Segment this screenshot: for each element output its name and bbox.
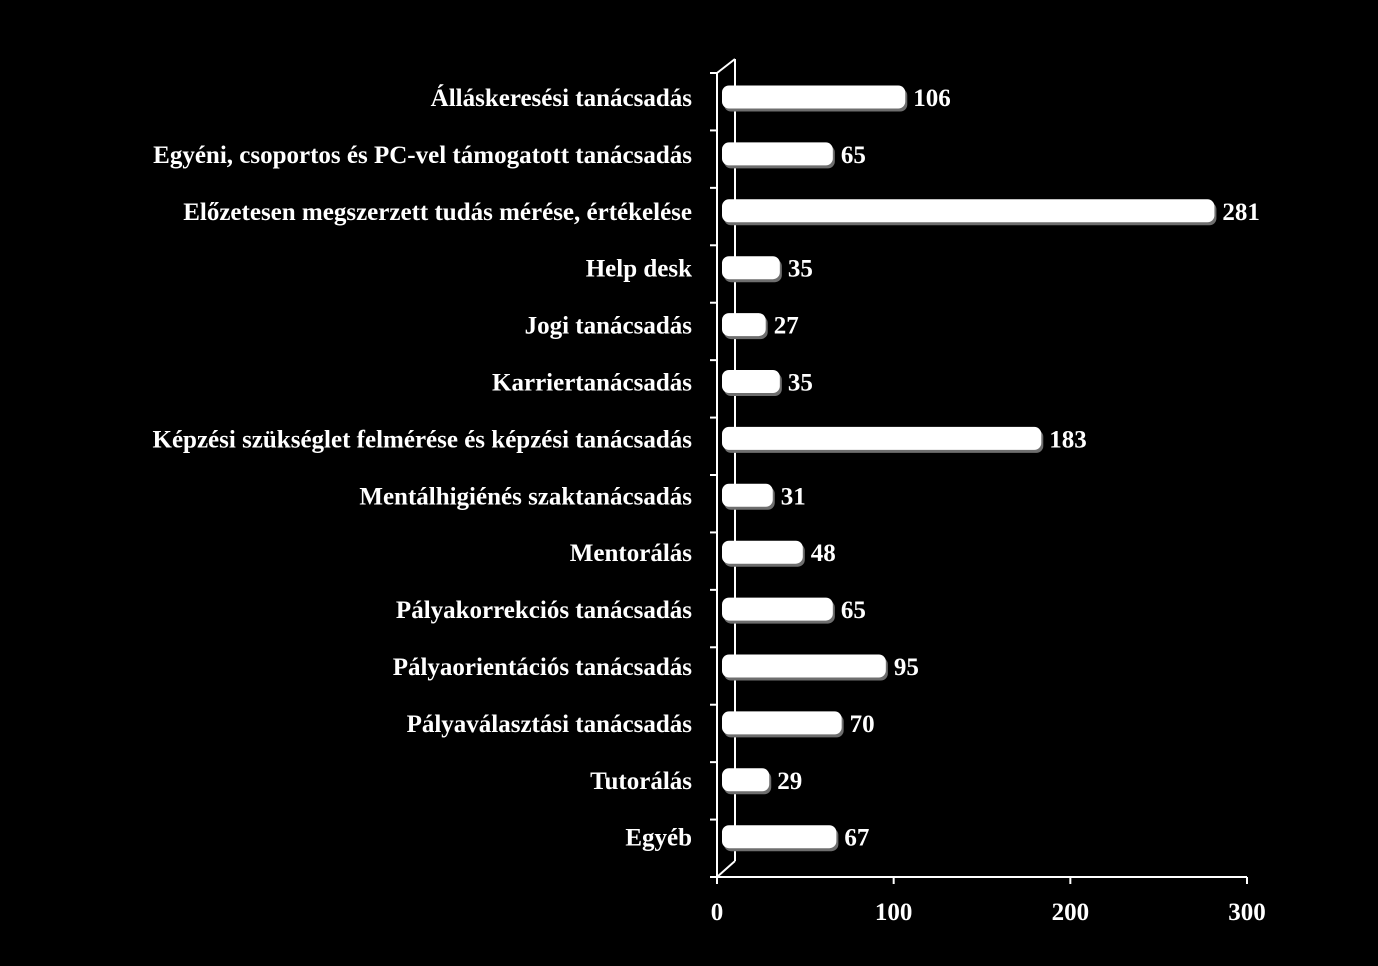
category-label: Karriertanácsadás xyxy=(492,370,692,397)
data-label: 65 xyxy=(841,597,866,624)
category-label: Mentorálás xyxy=(570,540,692,567)
data-label: 27 xyxy=(774,313,799,340)
category-label: Képzési szükséglet felmérése és képzési … xyxy=(153,426,693,453)
category-label: Tutorálás xyxy=(590,768,692,795)
bar xyxy=(722,199,1215,223)
bar xyxy=(722,540,803,564)
category-label: Álláskeresési tanácsadás xyxy=(431,84,693,112)
x-tick-label: 300 xyxy=(1228,899,1266,926)
data-label: 35 xyxy=(788,256,813,283)
bar xyxy=(722,426,1042,450)
axis-layer xyxy=(710,58,1248,884)
data-label: 67 xyxy=(844,825,869,852)
bar xyxy=(722,142,833,166)
bar xyxy=(722,711,842,735)
category-label: Help desk xyxy=(586,256,692,283)
data-label: 48 xyxy=(811,540,836,567)
bar xyxy=(722,256,780,280)
y-axis-top-edge xyxy=(716,58,736,74)
data-label: 65 xyxy=(841,142,866,169)
bar xyxy=(722,483,773,507)
labels-layer: 0 100 200 300 Álláskeresési tanácsadás 106 Egy… xyxy=(153,84,1266,926)
category-label: Pályaorientációs tanácsadás xyxy=(393,654,693,681)
data-label: 281 xyxy=(1222,199,1260,226)
bar xyxy=(722,313,766,337)
category-label: Egyéb xyxy=(625,825,692,852)
bar xyxy=(722,654,886,678)
bar xyxy=(722,85,906,109)
bar xyxy=(722,597,833,621)
data-label: 35 xyxy=(788,370,813,397)
category-label: Pályaválasztási tanácsadás xyxy=(407,711,693,738)
x-tick-label: 200 xyxy=(1052,899,1090,926)
category-label: Előzetesen megszerzett tudás mérése, ért… xyxy=(183,199,692,226)
category-label: Egyéni, csoportos és PC-vel támogatott t… xyxy=(153,142,692,169)
bar xyxy=(722,370,780,393)
category-label: Mentálhigiénés szaktanácsadás xyxy=(359,483,692,510)
data-label: 31 xyxy=(781,483,806,510)
data-label: 70 xyxy=(850,711,875,738)
data-label: 29 xyxy=(777,768,802,795)
bar xyxy=(722,825,837,849)
category-label: Pályakorrekciós tanácsadás xyxy=(396,597,692,624)
x-tick-label: 100 xyxy=(875,899,913,926)
category-label: Jogi tanácsadás xyxy=(525,313,693,340)
bars-layer xyxy=(722,85,1217,852)
x-tick-label: 0 xyxy=(711,899,724,926)
data-label: 106 xyxy=(913,85,951,112)
data-label: 95 xyxy=(894,654,919,681)
data-label: 183 xyxy=(1049,426,1087,453)
bar xyxy=(722,768,770,792)
y-axis-bottom-edge xyxy=(716,860,736,878)
